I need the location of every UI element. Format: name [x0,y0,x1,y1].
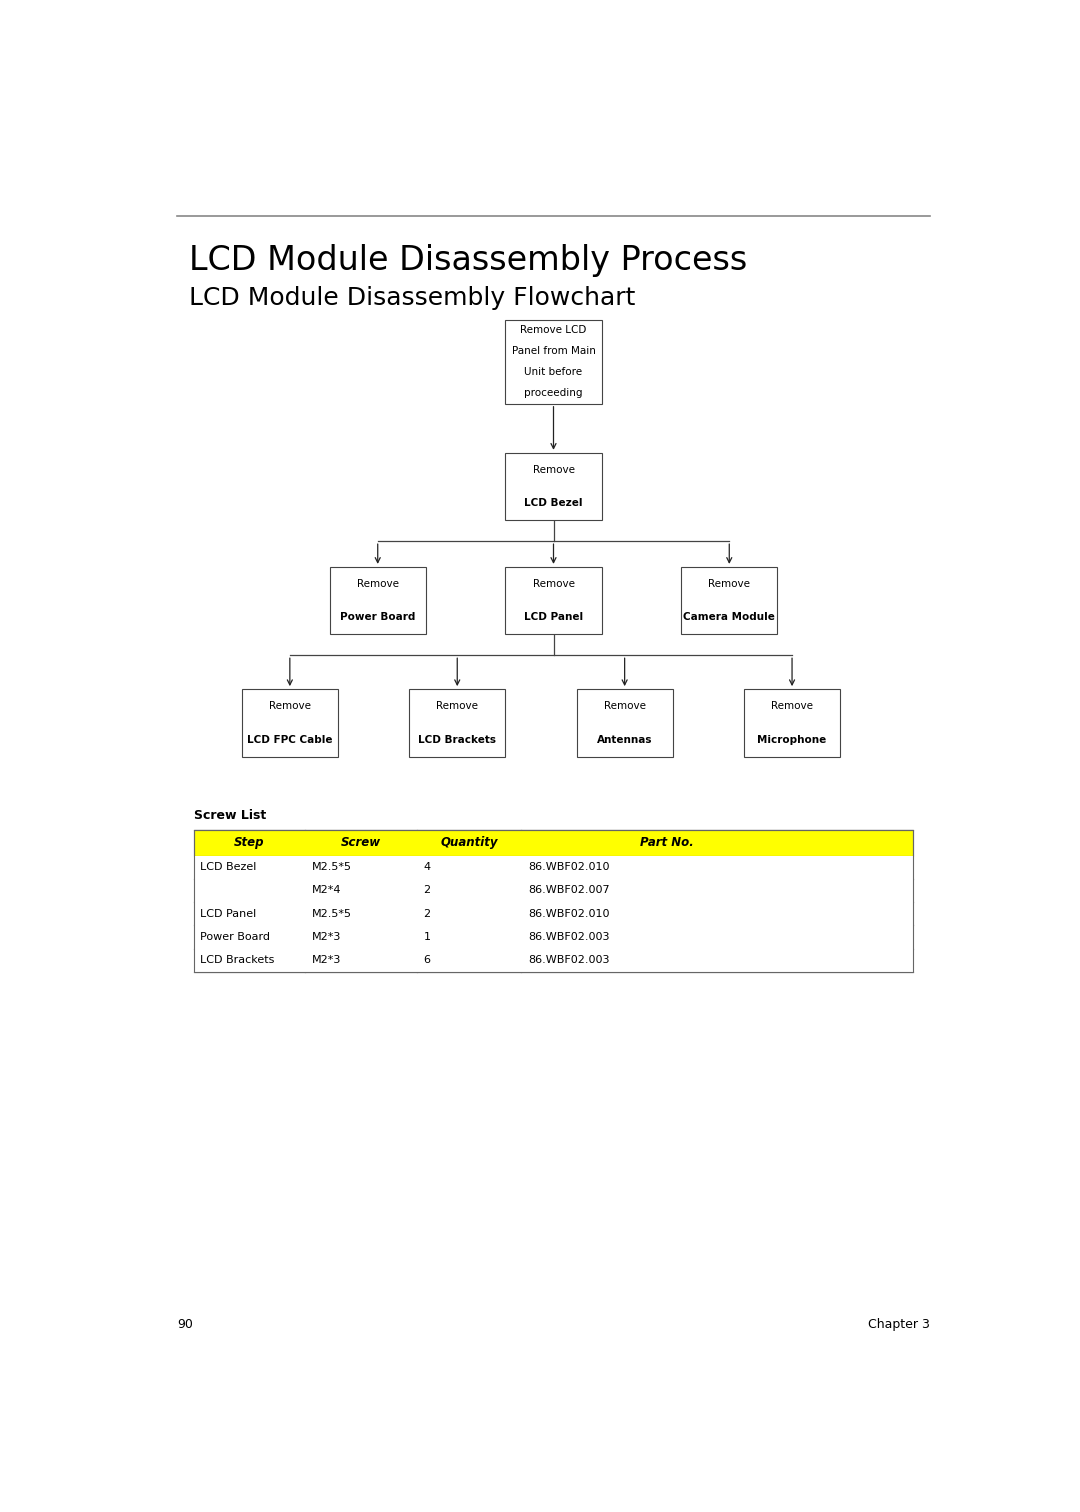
Text: Microphone: Microphone [757,735,826,745]
Bar [505,567,602,635]
Text: LCD Brackets: LCD Brackets [200,956,274,965]
Text: M2.5*5: M2.5*5 [312,862,352,872]
Text: LCD Module Disassembly Flowchart: LCD Module Disassembly Flowchart [189,286,636,310]
Bar [193,925,914,948]
Text: LCD Bezel: LCD Bezel [200,862,257,872]
Text: 2: 2 [423,909,431,919]
Text: 4: 4 [423,862,431,872]
Bar [409,689,505,756]
Text: 1: 1 [423,931,431,942]
Text: Unit before: Unit before [525,367,582,378]
Text: Remove: Remove [436,702,478,711]
Text: Part No.: Part No. [640,836,693,850]
Text: 86.WBF02.003: 86.WBF02.003 [528,956,609,965]
Text: Remove: Remove [532,579,575,588]
Text: LCD Brackets: LCD Brackets [418,735,496,745]
Text: Panel from Main: Panel from Main [512,346,595,357]
Text: 6: 6 [423,956,431,965]
Text: Antennas: Antennas [597,735,652,745]
Text: 86.WBF02.007: 86.WBF02.007 [528,886,609,895]
Text: M2*3: M2*3 [312,956,341,965]
Text: Screw: Screw [341,836,381,850]
Bar [505,452,602,520]
Text: 2: 2 [423,886,431,895]
Text: Remove: Remove [708,579,751,588]
Text: 86.WBF02.010: 86.WBF02.010 [528,909,609,919]
Text: Remove: Remove [771,702,813,711]
Text: LCD FPC Cable: LCD FPC Cable [247,735,333,745]
Bar [681,567,778,635]
Text: LCD Panel: LCD Panel [524,612,583,623]
Bar [242,689,338,756]
Text: Remove: Remove [604,702,646,711]
Text: M2.5*5: M2.5*5 [312,909,352,919]
Text: Remove: Remove [269,702,311,711]
Bar [329,567,426,635]
Bar [193,948,914,972]
Text: M2*3: M2*3 [312,931,341,942]
Bar [193,830,914,856]
Text: 86.WBF02.003: 86.WBF02.003 [528,931,609,942]
Bar [193,903,914,925]
Text: Step: Step [234,836,265,850]
Text: 86.WBF02.010: 86.WBF02.010 [528,862,609,872]
Text: Power Board: Power Board [200,931,270,942]
Text: 90: 90 [177,1318,192,1331]
Bar [193,856,914,878]
Bar [505,321,602,404]
Text: Camera Module: Camera Module [684,612,775,623]
Text: LCD Bezel: LCD Bezel [524,499,583,508]
Bar [193,830,914,972]
Text: proceeding: proceeding [524,389,583,398]
Text: Power Board: Power Board [340,612,416,623]
Text: Remove: Remove [532,464,575,475]
Bar [193,878,914,903]
Text: Remove LCD: Remove LCD [521,325,586,336]
Text: Screw List: Screw List [193,809,266,823]
Text: LCD Panel: LCD Panel [200,909,257,919]
Text: Chapter 3: Chapter 3 [868,1318,930,1331]
Bar [744,689,840,756]
Text: M2*4: M2*4 [312,886,341,895]
Text: Remove: Remove [356,579,399,588]
Bar [577,689,673,756]
Text: LCD Module Disassembly Process: LCD Module Disassembly Process [189,243,747,277]
Text: Quantity: Quantity [441,836,498,850]
